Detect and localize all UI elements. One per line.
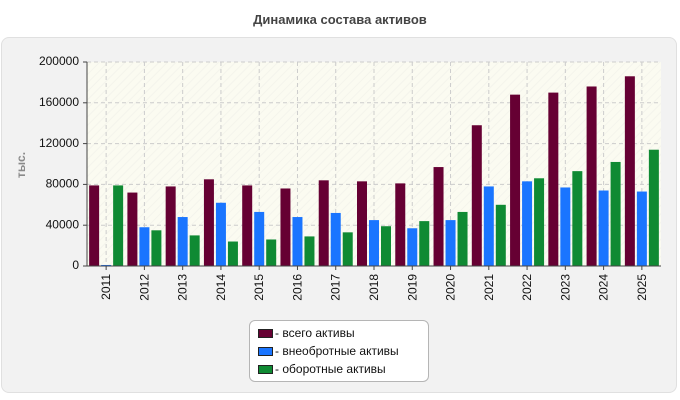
bar-total (471, 125, 482, 267)
legend-dash: - (275, 326, 283, 340)
bar-noncurrent (407, 228, 418, 266)
y-tick-label: 200000 (39, 54, 79, 68)
y-tick-label: 40000 (46, 217, 80, 231)
bar-current (227, 241, 238, 266)
bar-current (648, 149, 659, 266)
bar-total (165, 186, 176, 266)
bar-noncurrent (483, 186, 494, 266)
y-tick-label: 0 (72, 258, 79, 272)
bar-current (381, 226, 391, 266)
bar-current (610, 161, 621, 266)
y-ticks: 0 40000 80000 120000 160000 200000 (39, 54, 87, 272)
bars (89, 76, 659, 267)
x-tick-label: 2012 (137, 274, 151, 301)
bar-noncurrent (254, 211, 265, 266)
bar-total (548, 92, 559, 266)
legend: - всего активы - внеобротные активы - об… (249, 320, 429, 382)
x-tick-label: 2023 (558, 274, 572, 301)
chart-title: Динамика состава активов (253, 12, 427, 27)
legend-item-noncurrent[interactable]: - внеобротные активы (258, 342, 428, 360)
bar-noncurrent (369, 220, 379, 266)
x-tick-label: 2011 (99, 274, 113, 300)
bar-noncurrent (330, 212, 341, 266)
bar-noncurrent (560, 187, 571, 266)
bar-noncurrent (139, 227, 150, 266)
bar-current (495, 204, 506, 266)
legend-item-current[interactable]: - оборотные активы (258, 360, 428, 378)
bar-noncurrent (177, 217, 188, 266)
bar-total (280, 188, 291, 266)
bar-noncurrent (522, 181, 533, 266)
x-tick-label: 2017 (329, 274, 343, 301)
x-tick-label: 2022 (520, 274, 534, 301)
bar-total (318, 180, 329, 266)
bar-current (457, 211, 468, 266)
x-tick-label: 2013 (176, 274, 190, 301)
legend-label-current: оборотные активы (282, 362, 386, 376)
bar-current (419, 221, 430, 266)
bar-total (89, 185, 100, 266)
legend-label-total: всего активы (282, 326, 355, 340)
legend-item-total[interactable]: - всего активы (258, 324, 428, 342)
bar-noncurrent (292, 217, 303, 266)
bar-total (203, 179, 214, 266)
bar-current (151, 230, 162, 266)
bar-total (586, 86, 597, 266)
bar-noncurrent (215, 202, 226, 266)
x-tick-label: 2024 (597, 274, 611, 301)
x-tick-label: 2020 (444, 274, 458, 301)
bar-current (304, 236, 315, 266)
legend-swatch-noncurrent (258, 346, 273, 356)
x-tick-label: 2018 (367, 274, 381, 301)
bar-current (113, 185, 124, 266)
x-tick-label: 2025 (635, 274, 649, 301)
bar-total (357, 181, 367, 266)
x-tick-label: 2016 (290, 274, 304, 301)
legend-swatch-current (258, 364, 273, 374)
y-tick-label: 160000 (39, 95, 79, 109)
bar-total (242, 185, 253, 266)
bar-current (189, 235, 200, 266)
legend-swatch-total (258, 328, 273, 338)
bar-current (266, 239, 277, 266)
bar-total (127, 192, 138, 266)
x-tick-label: 2014 (214, 274, 228, 301)
x-tick-label: 2015 (252, 274, 266, 301)
bar-total (395, 183, 406, 266)
bar-noncurrent (445, 220, 456, 266)
bar-total (510, 94, 521, 266)
bar-total (624, 76, 635, 266)
legend-dash: - (275, 344, 283, 358)
y-axis-label: тыс. (14, 152, 28, 178)
x-tick-label: 2019 (405, 274, 419, 301)
y-tick-label: 80000 (46, 177, 80, 191)
legend-label-noncurrent: внеобротные активы (282, 344, 399, 358)
bar-total (433, 167, 444, 266)
bar-current (534, 178, 545, 266)
bar-current (572, 171, 583, 266)
x-ticks: 2011 2012 2013 2014 2015 2016 2017 2018 2019 2020… (99, 266, 649, 301)
bar-noncurrent (101, 264, 112, 266)
bar-noncurrent (636, 191, 647, 266)
y-tick-label: 120000 (39, 136, 79, 150)
bar-noncurrent (598, 190, 609, 266)
legend-dash: - (275, 362, 283, 376)
bar-current (342, 232, 353, 266)
x-tick-label: 2021 (482, 274, 496, 301)
